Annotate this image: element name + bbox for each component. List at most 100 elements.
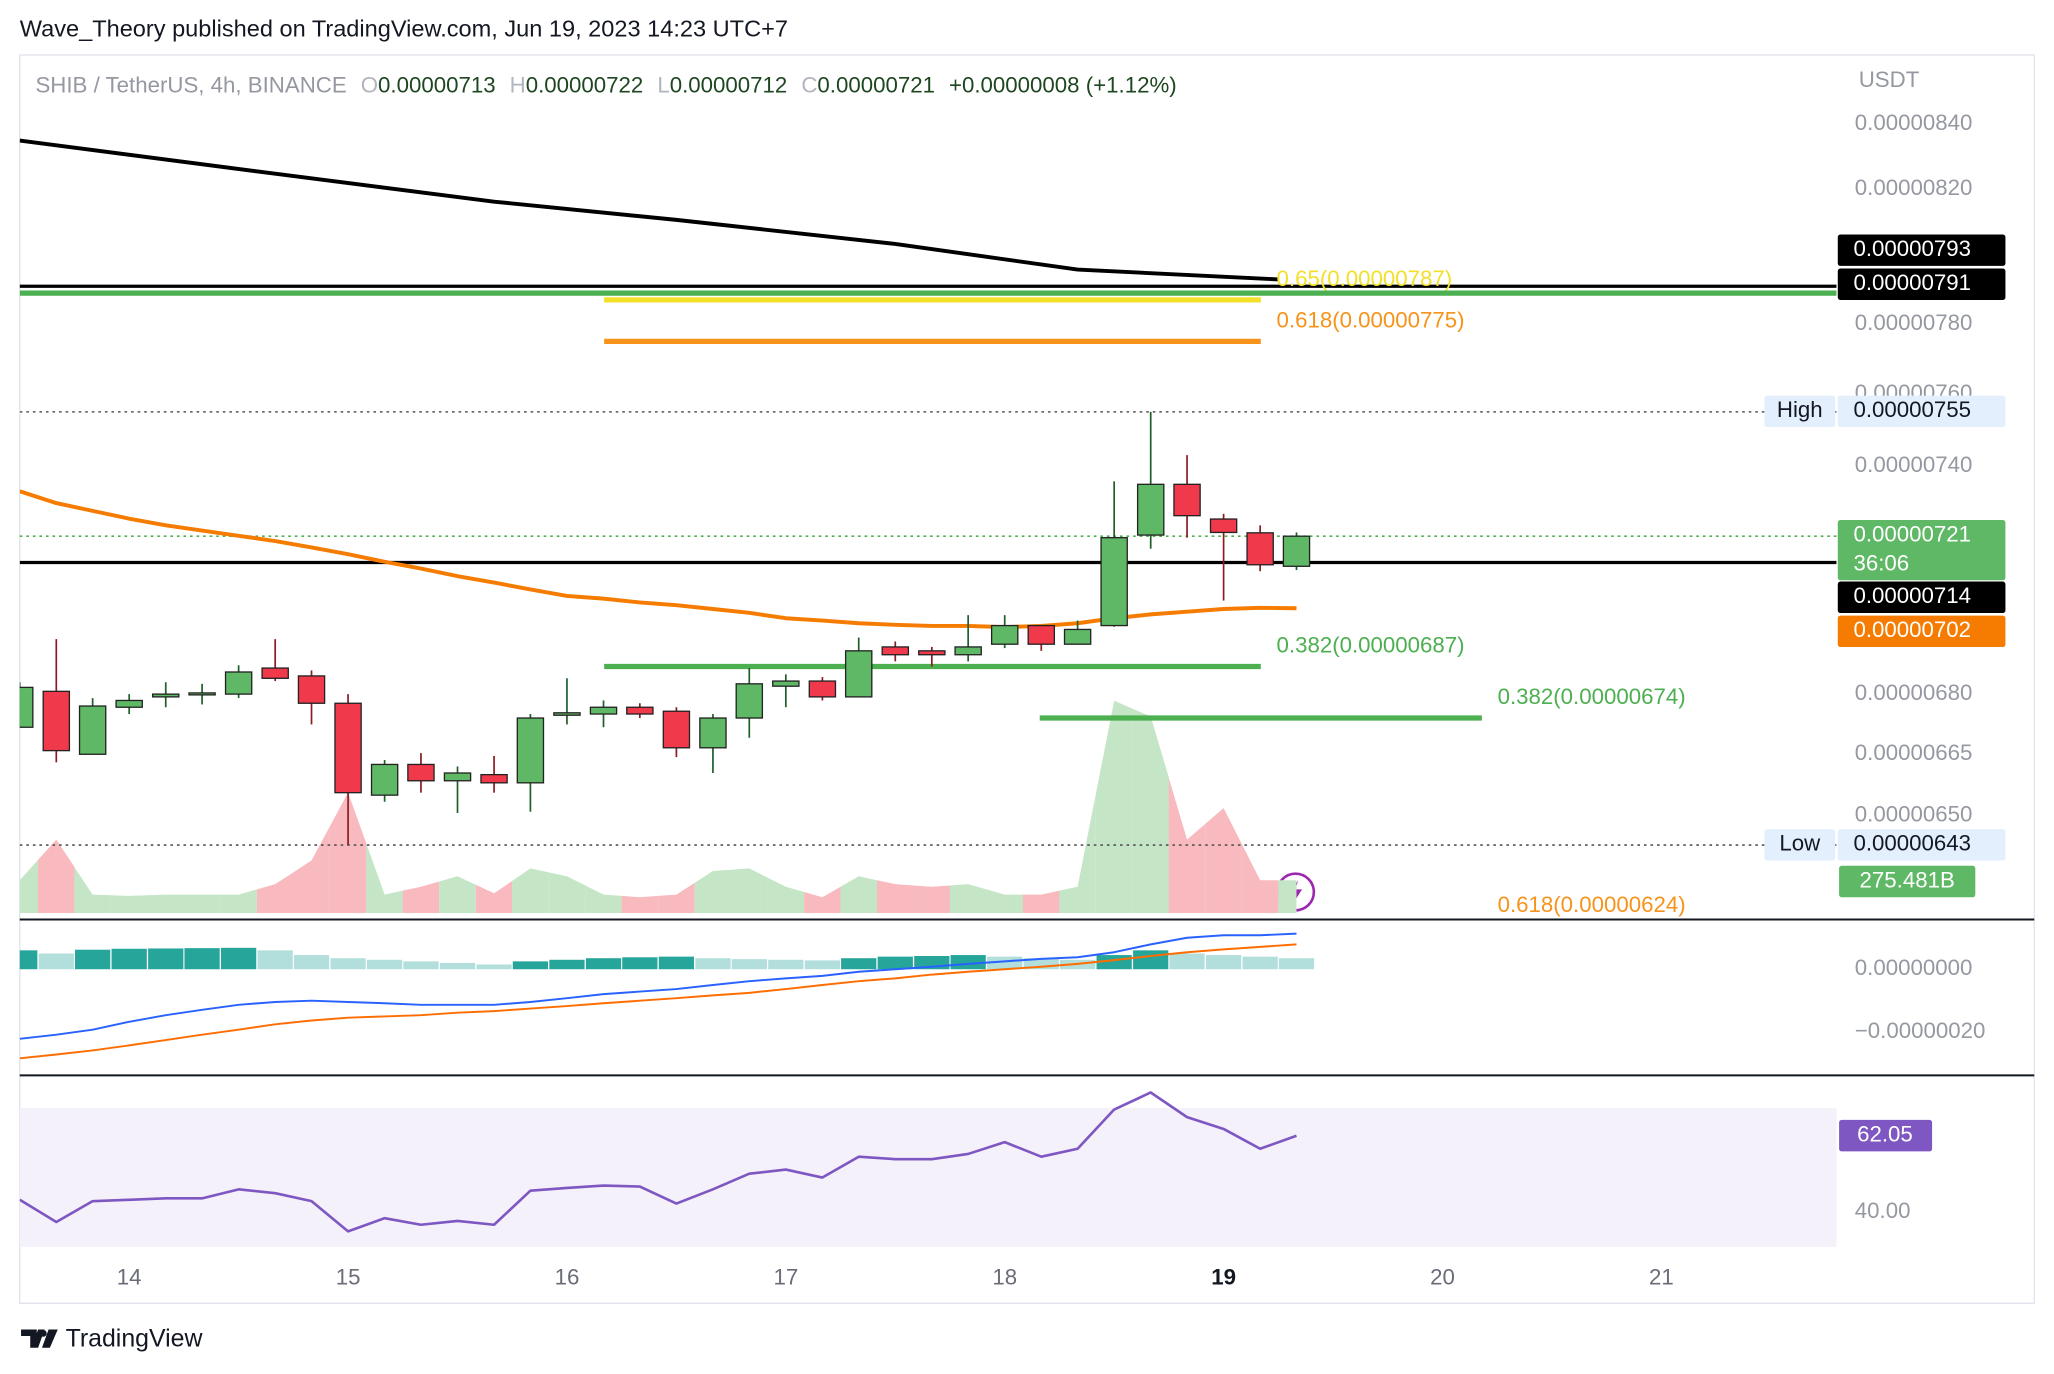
x-tick-label: 14 bbox=[117, 1264, 142, 1289]
volume-area bbox=[439, 876, 476, 913]
volume-area bbox=[548, 872, 586, 913]
macd-histogram-bar bbox=[148, 948, 184, 970]
candle-body bbox=[516, 717, 545, 784]
candle-body bbox=[224, 671, 253, 695]
candle-body bbox=[735, 683, 764, 719]
legend-key: O bbox=[361, 72, 378, 97]
volume-area bbox=[949, 884, 987, 913]
price-pane bbox=[19, 138, 1837, 913]
volume-area bbox=[986, 889, 1023, 913]
macd-histogram-bar bbox=[38, 953, 74, 970]
candle-body bbox=[589, 706, 618, 715]
x-tick-label: 19 bbox=[1211, 1264, 1236, 1289]
volume-area bbox=[475, 880, 513, 913]
y-tick-label: 0.00000000 bbox=[1855, 955, 1973, 980]
price-badge-text: 0.00000702 bbox=[1853, 617, 1971, 642]
y-tick-label: −0.00000020 bbox=[1855, 1018, 1986, 1043]
candle-body bbox=[370, 763, 399, 796]
x-tick-label: 18 bbox=[992, 1264, 1017, 1289]
volume-area bbox=[1095, 700, 1133, 913]
macd-histogram-bar bbox=[476, 964, 512, 970]
moving-average bbox=[19, 489, 1297, 630]
price-badge-text: 0.00000755 bbox=[1853, 397, 1971, 422]
volume-area bbox=[38, 839, 75, 913]
candle-body bbox=[626, 706, 654, 715]
volume-area bbox=[183, 894, 221, 913]
candle-body bbox=[1173, 483, 1201, 517]
fib-label: 0.382(0.00000674) bbox=[1498, 684, 1686, 709]
x-tick-label: 15 bbox=[336, 1264, 361, 1289]
badge-prefix: High bbox=[1777, 397, 1823, 422]
candle-body bbox=[808, 680, 837, 698]
volume-area bbox=[804, 886, 841, 913]
macd-histogram-bar bbox=[877, 956, 913, 970]
price-badge bbox=[1837, 268, 2006, 300]
macd-histogram-bar bbox=[1205, 955, 1242, 970]
volume-area bbox=[731, 868, 768, 913]
macd-histogram-bar bbox=[184, 948, 220, 970]
candle-body bbox=[151, 693, 180, 698]
macd-histogram-bar bbox=[1242, 956, 1278, 970]
price-badge-countdown: 36:06 bbox=[1853, 550, 1909, 575]
price-badge-text: 0.00000714 bbox=[1853, 583, 1971, 608]
candle-body bbox=[772, 680, 800, 687]
macd-histogram-bar bbox=[841, 958, 877, 970]
legend-key: H bbox=[510, 72, 526, 97]
volume-area bbox=[256, 872, 294, 913]
candle-body bbox=[1100, 537, 1128, 627]
volume-area bbox=[147, 894, 185, 913]
volume-area bbox=[293, 826, 330, 913]
macd-histogram-bar bbox=[293, 955, 330, 970]
price-badge bbox=[1837, 829, 2006, 861]
legend-key: C bbox=[801, 72, 817, 97]
badge-prefix-box bbox=[1764, 395, 1836, 428]
volume-area bbox=[220, 889, 257, 913]
volume-area bbox=[19, 859, 39, 913]
candle-body bbox=[1209, 518, 1238, 534]
price-badge-text: 0.00000643 bbox=[1853, 831, 1971, 856]
candle-body bbox=[844, 650, 873, 698]
macd-line bbox=[19, 932, 1297, 1040]
rsi-pane bbox=[19, 1091, 1297, 1233]
fib-label: 0.382(0.00000687) bbox=[1277, 633, 1465, 658]
y-tick-label: 0.00000665 bbox=[1855, 740, 1973, 765]
badge-prefix-box bbox=[1764, 829, 1836, 861]
candle-body bbox=[918, 650, 946, 656]
volume-badge bbox=[1839, 865, 1976, 898]
macd-histogram-bar bbox=[585, 958, 622, 970]
candle-body bbox=[553, 712, 581, 716]
volume-area bbox=[658, 882, 695, 913]
volume-area bbox=[1205, 808, 1242, 913]
x-tick-label: 21 bbox=[1649, 1264, 1674, 1289]
price-badge bbox=[1837, 615, 2006, 648]
macd-histogram-bar bbox=[330, 958, 366, 970]
x-tick-label: 17 bbox=[773, 1264, 798, 1289]
candle-body bbox=[78, 705, 107, 755]
x-tick-label: 20 bbox=[1430, 1264, 1455, 1289]
brand-logo bbox=[21, 1329, 58, 1348]
candle-body bbox=[297, 675, 326, 704]
price-badge-text: 0.00000721 bbox=[1853, 522, 1971, 547]
macd-histogram-bar bbox=[549, 959, 585, 970]
badge-prefix: Low bbox=[1779, 831, 1821, 856]
candle-body bbox=[1136, 483, 1165, 536]
candle-body bbox=[1063, 628, 1092, 645]
volume-area bbox=[329, 792, 367, 913]
rsi-badge-text: 62.05 bbox=[1857, 1121, 1913, 1146]
legend-value: 0.00000712 bbox=[670, 72, 788, 97]
price-badge-text: 0.00000791 bbox=[1853, 270, 1971, 295]
macd-histogram-bar bbox=[257, 950, 293, 970]
volume-area bbox=[585, 885, 622, 913]
price-badge bbox=[1837, 234, 2006, 266]
candle-body bbox=[334, 702, 362, 794]
macd-histogram-bar bbox=[439, 962, 476, 970]
y-tick-label: 40.00 bbox=[1855, 1198, 1911, 1223]
candle-body bbox=[19, 686, 34, 728]
candle-body bbox=[954, 646, 982, 656]
macd-histogram-bar bbox=[367, 959, 403, 970]
macd-line bbox=[19, 943, 1297, 1060]
macd-histogram-bar bbox=[804, 960, 841, 970]
candle-body bbox=[407, 763, 435, 782]
chart-frame bbox=[19, 54, 2035, 1304]
